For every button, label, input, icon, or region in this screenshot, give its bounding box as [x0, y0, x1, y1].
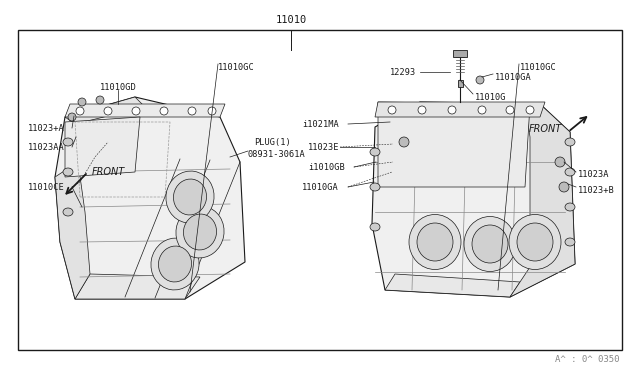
- Text: 11010CE: 11010CE: [28, 183, 65, 192]
- Ellipse shape: [565, 238, 575, 246]
- Circle shape: [188, 107, 196, 115]
- Polygon shape: [453, 50, 467, 57]
- Circle shape: [478, 106, 486, 114]
- Polygon shape: [510, 104, 575, 297]
- Circle shape: [104, 107, 112, 115]
- Text: 11010GD: 11010GD: [100, 83, 137, 92]
- Ellipse shape: [176, 206, 224, 258]
- Circle shape: [448, 106, 456, 114]
- Circle shape: [76, 107, 84, 115]
- Ellipse shape: [370, 148, 380, 156]
- Polygon shape: [458, 80, 463, 87]
- Ellipse shape: [63, 208, 73, 216]
- Text: 11010GC: 11010GC: [218, 62, 255, 71]
- Circle shape: [132, 107, 140, 115]
- Ellipse shape: [63, 138, 73, 146]
- Text: 08931-3061A: 08931-3061A: [248, 150, 306, 158]
- Ellipse shape: [173, 179, 207, 215]
- Circle shape: [559, 182, 569, 192]
- Circle shape: [78, 98, 86, 106]
- Polygon shape: [375, 102, 545, 117]
- Ellipse shape: [509, 215, 561, 269]
- Circle shape: [399, 137, 409, 147]
- Ellipse shape: [184, 214, 216, 250]
- Ellipse shape: [166, 171, 214, 223]
- Text: A^ : 0^ 0350: A^ : 0^ 0350: [556, 355, 620, 364]
- Text: 11023+A: 11023+A: [28, 124, 65, 132]
- Bar: [18, 30, 622, 350]
- Circle shape: [506, 106, 514, 114]
- Polygon shape: [65, 104, 225, 117]
- Polygon shape: [65, 117, 140, 177]
- Circle shape: [476, 76, 484, 84]
- Ellipse shape: [472, 225, 508, 263]
- Circle shape: [160, 107, 168, 115]
- Text: i1010GB: i1010GB: [308, 163, 345, 171]
- Ellipse shape: [370, 223, 380, 231]
- Text: 11023A: 11023A: [578, 170, 609, 179]
- Text: i1021MA: i1021MA: [302, 119, 339, 128]
- Text: 11010GA: 11010GA: [302, 183, 339, 192]
- Ellipse shape: [63, 168, 73, 176]
- Ellipse shape: [565, 168, 575, 176]
- Circle shape: [208, 107, 216, 115]
- Text: 11010: 11010: [275, 15, 307, 25]
- Ellipse shape: [565, 138, 575, 146]
- Polygon shape: [65, 97, 145, 124]
- Circle shape: [555, 157, 565, 167]
- Ellipse shape: [464, 217, 516, 272]
- Text: 11010GC: 11010GC: [520, 62, 557, 71]
- Circle shape: [68, 113, 76, 121]
- Text: PLUG(1): PLUG(1): [254, 138, 291, 147]
- Text: 11023E: 11023E: [308, 142, 339, 151]
- Polygon shape: [378, 102, 530, 187]
- Text: FRONT: FRONT: [529, 124, 562, 134]
- Text: FRONT: FRONT: [92, 167, 125, 177]
- Ellipse shape: [159, 246, 191, 282]
- Polygon shape: [385, 274, 520, 297]
- Text: 12293: 12293: [390, 67, 416, 77]
- Text: 11010GA: 11010GA: [495, 73, 532, 81]
- Ellipse shape: [417, 223, 453, 261]
- Polygon shape: [372, 102, 575, 297]
- Polygon shape: [55, 97, 245, 299]
- Ellipse shape: [409, 215, 461, 269]
- Circle shape: [418, 106, 426, 114]
- Ellipse shape: [565, 203, 575, 211]
- Text: 11023AA: 11023AA: [28, 142, 65, 151]
- Text: 11023+B: 11023+B: [578, 186, 615, 195]
- Text: 11010G: 11010G: [475, 93, 506, 102]
- Ellipse shape: [517, 223, 553, 261]
- Ellipse shape: [370, 183, 380, 191]
- Ellipse shape: [151, 238, 199, 290]
- Polygon shape: [75, 274, 200, 299]
- Polygon shape: [55, 162, 90, 299]
- Circle shape: [388, 106, 396, 114]
- Circle shape: [526, 106, 534, 114]
- Circle shape: [96, 96, 104, 104]
